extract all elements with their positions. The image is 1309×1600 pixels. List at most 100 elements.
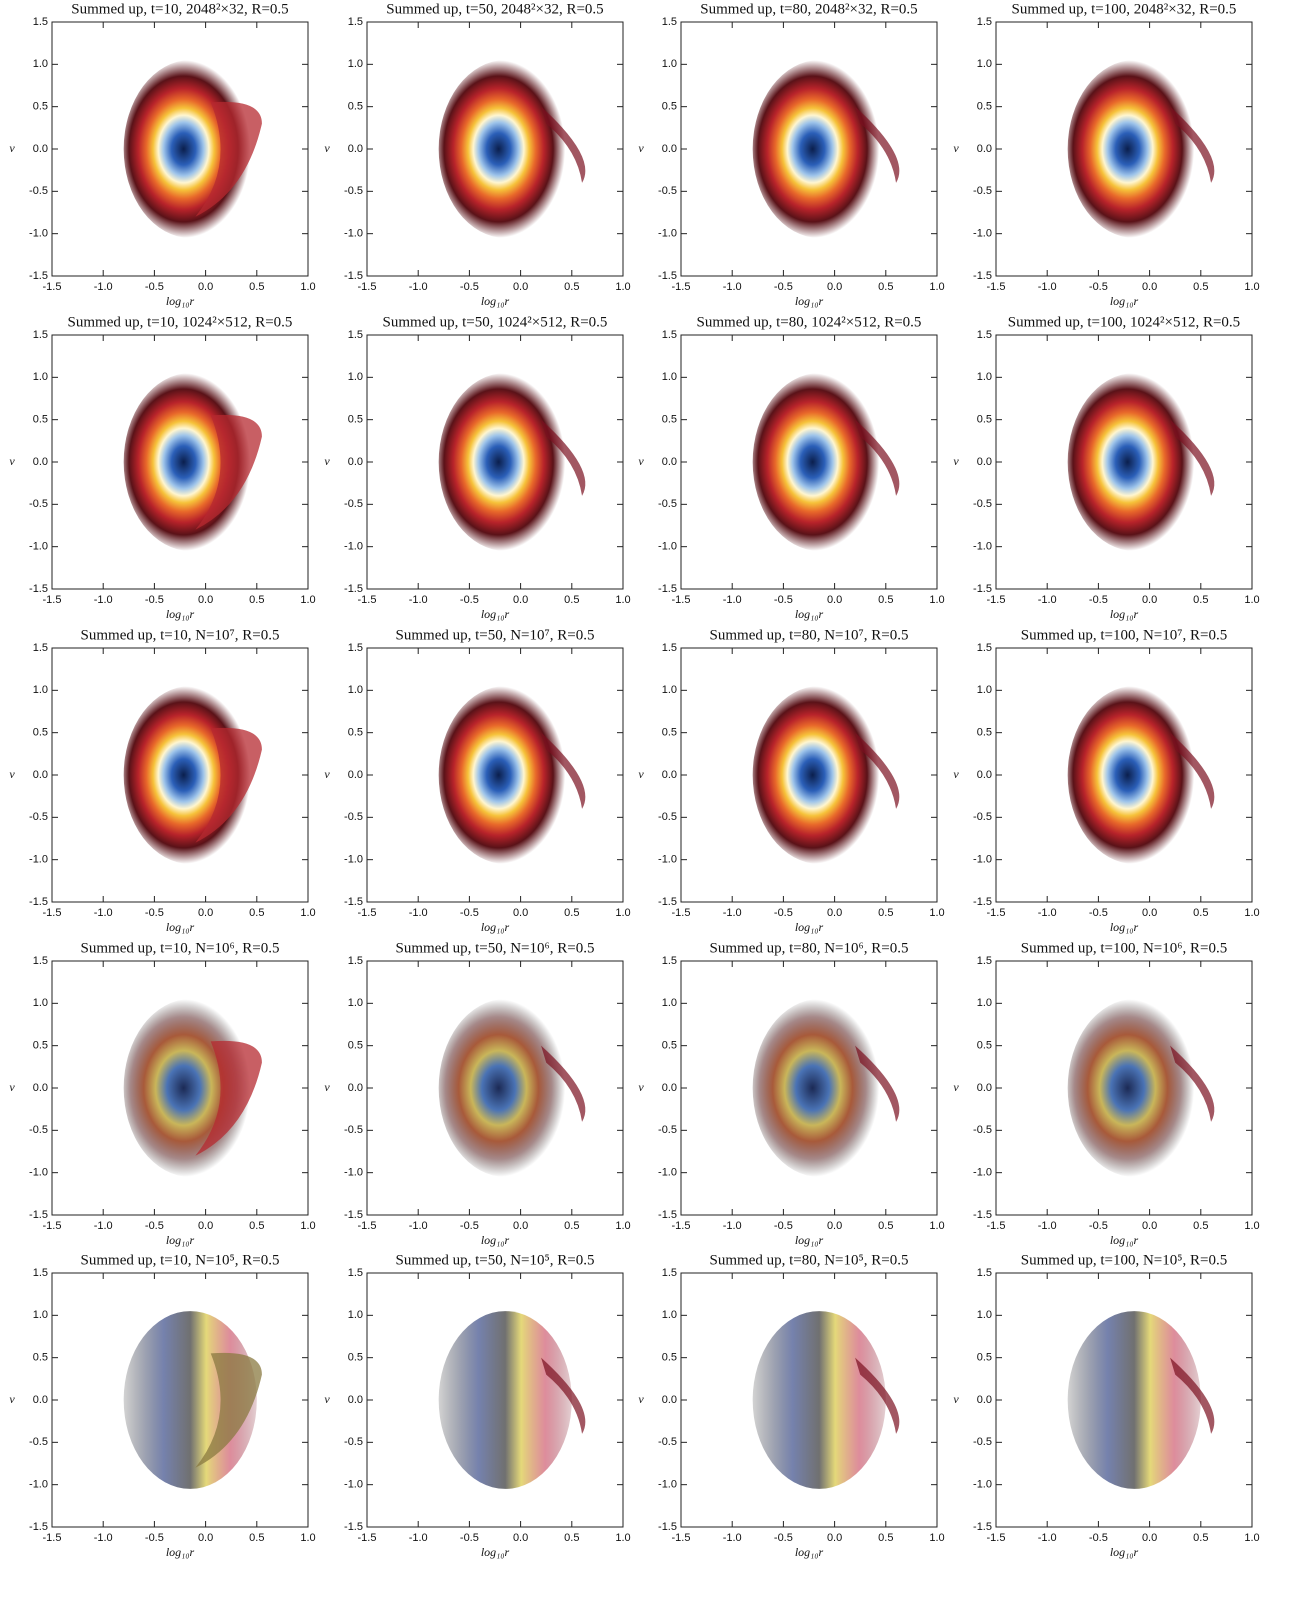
y-tick-label: -1.5 — [344, 270, 363, 282]
x-tick-label: -1.5 — [987, 1532, 1006, 1544]
panel: Summed up, t=50, 2048²×32, R=0.5 -1.5 -1.0… — [324, 1, 630, 307]
panel: Summed up, t=50, N=10⁶, R=0.5 -1.5 -1.0 -0.… — [324, 940, 630, 1246]
y-tick-label: 1.0 — [33, 684, 48, 696]
density-stream — [855, 419, 900, 496]
density-image — [1067, 686, 1201, 864]
y-tick-label: -1.0 — [344, 854, 363, 866]
y-tick-label: 0.5 — [662, 414, 677, 426]
x-tick-label: -0.5 — [460, 1220, 479, 1232]
y-tick-label: -1.0 — [344, 541, 363, 553]
y-axis-label: v — [953, 141, 959, 155]
x-tick-label: 0.5 — [878, 1220, 893, 1232]
density-image — [1067, 1311, 1201, 1489]
x-tick-label: -0.5 — [774, 1532, 793, 1544]
x-tick-label: -1.0 — [723, 907, 742, 919]
y-axis-label: v — [9, 1080, 15, 1094]
y-axis-label: v — [324, 767, 330, 781]
x-tick-label: -1.5 — [672, 907, 691, 919]
x-tick-label: 1.0 — [1244, 281, 1259, 293]
x-tick-label: 1.0 — [300, 907, 315, 919]
y-tick-label: 0.5 — [662, 1040, 677, 1052]
y-tick-label: -1.0 — [973, 541, 992, 553]
y-tick-label: 1.5 — [348, 955, 363, 967]
y-tick-label: 1.0 — [348, 58, 363, 70]
x-tick-label: -0.5 — [460, 1532, 479, 1544]
y-tick-label: -1.0 — [973, 1167, 992, 1179]
y-tick-label: 1.5 — [33, 329, 48, 341]
y-tick-label: -1.5 — [658, 1209, 677, 1221]
panel-title: Summed up, t=100, N=10⁶, R=0.5 — [1021, 940, 1227, 956]
y-tick-label: -1.5 — [29, 896, 48, 908]
x-tick-label: 0.5 — [564, 1532, 579, 1544]
y-tick-label: -1.0 — [344, 1479, 363, 1491]
y-tick-label: 1.0 — [33, 371, 48, 383]
x-tick-label: -1.0 — [1038, 281, 1057, 293]
panel: Summed up, t=10, 2048²×32, R=0.5 -1.5 -1.0… — [9, 1, 315, 307]
x-tick-label: 0.0 — [198, 281, 213, 293]
x-tick-label: 0.5 — [564, 594, 579, 606]
panel-title: Summed up, t=50, N=10⁶, R=0.5 — [396, 940, 595, 956]
y-tick-label: 1.0 — [977, 1309, 992, 1321]
x-tick-label: 1.0 — [615, 1220, 630, 1232]
x-tick-label: -1.5 — [987, 594, 1006, 606]
y-tick-label: -0.5 — [658, 811, 677, 823]
y-tick-label: -0.5 — [658, 498, 677, 510]
x-tick-label: 0.0 — [1142, 594, 1157, 606]
y-tick-label: -0.5 — [344, 185, 363, 197]
panel-title: Summed up, t=50, N=10⁵, R=0.5 — [396, 1252, 595, 1268]
x-tick-label: -0.5 — [460, 907, 479, 919]
y-tick-label: -0.5 — [29, 811, 48, 823]
x-tick-label: -0.5 — [774, 281, 793, 293]
panel: Summed up, t=100, N=10⁵, R=0.5 -1.5 -1.0 -0… — [953, 1252, 1259, 1558]
x-tick-label: -1.0 — [94, 907, 113, 919]
x-tick-label: -0.5 — [1089, 1220, 1108, 1232]
y-tick-label: 0.5 — [977, 101, 992, 113]
y-tick-label: 0.5 — [33, 1040, 48, 1052]
x-tick-label: 0.5 — [1193, 1220, 1208, 1232]
x-tick-label: -1.5 — [672, 594, 691, 606]
density-stream — [855, 1357, 900, 1434]
y-tick-label: 1.0 — [33, 1309, 48, 1321]
y-tick-label: -1.0 — [973, 228, 992, 240]
x-axis-label: log₁₀r — [795, 294, 824, 308]
x-tick-label: 1.0 — [929, 594, 944, 606]
x-tick-label: 0.5 — [564, 281, 579, 293]
panel: Summed up, t=100, 2048²×32, R=0.5-1.5 -1.… — [953, 1, 1259, 307]
panel-title: Summed up, t=80, N=10⁶, R=0.5 — [710, 940, 909, 956]
x-tick-label: -0.5 — [145, 594, 164, 606]
y-axis-label: v — [324, 454, 330, 468]
x-tick-label: 1.0 — [1244, 594, 1259, 606]
y-tick-label: 0.0 — [662, 769, 677, 781]
x-tick-label: -1.5 — [43, 1532, 62, 1544]
x-tick-label: -1.0 — [409, 1532, 428, 1544]
x-tick-label: -1.0 — [94, 1532, 113, 1544]
x-tick-label: -1.5 — [43, 907, 62, 919]
x-tick-label: -1.0 — [723, 1220, 742, 1232]
x-tick-label: 1.0 — [1244, 1220, 1259, 1232]
y-tick-label: -1.5 — [344, 583, 363, 595]
panel-title: Summed up, t=50, 1024²×512, R=0.5 — [383, 314, 608, 330]
y-axis-label: v — [638, 1080, 644, 1094]
y-tick-label: 1.5 — [33, 1267, 48, 1279]
x-tick-label: 0.0 — [827, 281, 842, 293]
y-tick-label: 0.0 — [977, 456, 992, 468]
y-tick-label: 0.0 — [662, 1082, 677, 1094]
x-tick-label: 0.0 — [513, 907, 528, 919]
panel-title: Summed up, t=10, N=10⁷, R=0.5 — [81, 627, 280, 643]
y-tick-label: 0.0 — [348, 456, 363, 468]
y-tick-label: -1.5 — [658, 270, 677, 282]
x-tick-label: 0.5 — [1193, 594, 1208, 606]
y-tick-label: 1.5 — [662, 16, 677, 28]
y-tick-label: -0.5 — [29, 1436, 48, 1448]
y-tick-label: -1.5 — [973, 270, 992, 282]
y-tick-label: -0.5 — [658, 1124, 677, 1136]
y-tick-label: 0.5 — [33, 727, 48, 739]
y-tick-label: 0.0 — [977, 1082, 992, 1094]
x-tick-label: -0.5 — [1089, 594, 1108, 606]
x-tick-label: -1.0 — [94, 1220, 113, 1232]
panel-title: Summed up, t=80, N=10⁷, R=0.5 — [710, 627, 909, 643]
x-tick-label: -0.5 — [460, 281, 479, 293]
panel: Summed up, t=80, 1024²×512, R=0.5-1.5 -1.… — [638, 314, 944, 620]
y-tick-label: 0.0 — [977, 1394, 992, 1406]
